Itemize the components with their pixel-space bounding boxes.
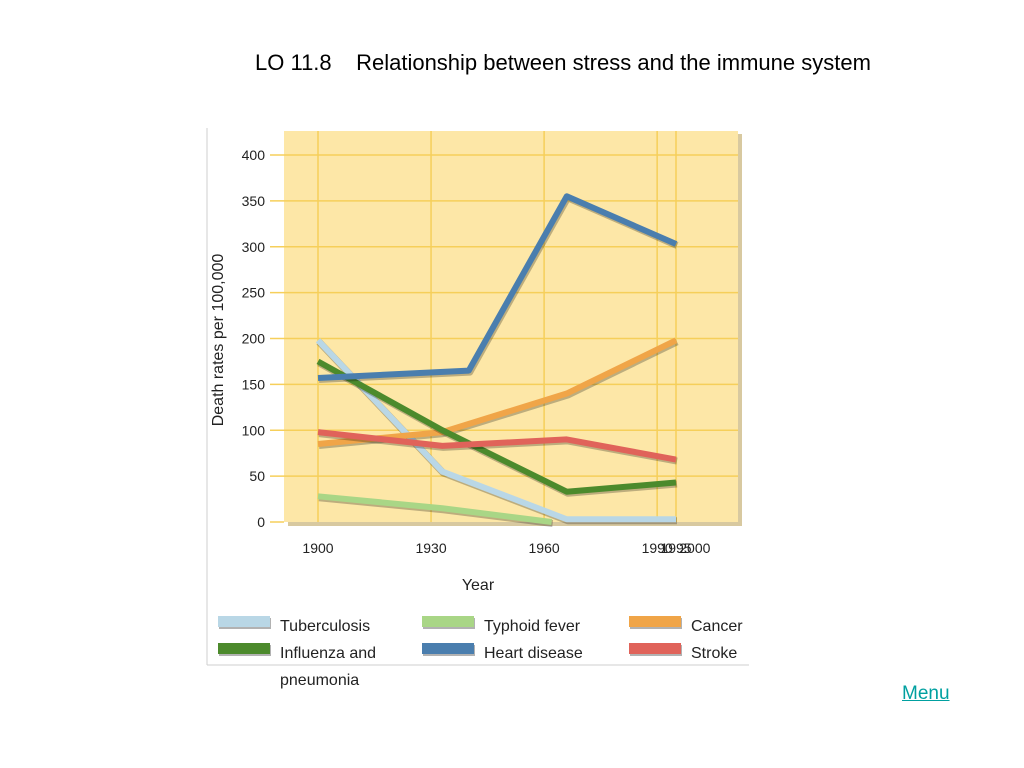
y-tick-label-50: 50 bbox=[249, 468, 265, 484]
y-tick-label-0: 0 bbox=[257, 514, 265, 530]
legend-label-influenza-and-pneumonia: Influenza and bbox=[280, 645, 376, 662]
x-tick-label-1900: 1900 bbox=[302, 540, 333, 556]
series-line-tuberculosis bbox=[315, 338, 676, 523]
x-tick-label-1995: 1995 bbox=[660, 540, 691, 556]
legend: Tuberculosis Typhoid fever Cancer Influenza… bbox=[218, 616, 743, 689]
legend-label-heart-disease: Heart disease bbox=[484, 645, 583, 662]
y-tick-label-150: 150 bbox=[242, 376, 266, 392]
grid-lines bbox=[284, 131, 738, 522]
legend-swatch-stroke bbox=[629, 643, 681, 654]
series-lines bbox=[315, 193, 679, 527]
legend-label-stroke: Stroke bbox=[691, 645, 737, 662]
x-tick-label-2000: 2000 bbox=[679, 540, 710, 556]
legend-swatch-influenza-and-pneumonia bbox=[218, 643, 270, 654]
y-tick-label-350: 350 bbox=[242, 193, 266, 209]
y-tick-label-100: 100 bbox=[242, 422, 266, 438]
legend-swatch-heart-disease bbox=[422, 643, 474, 654]
x-tick-label-1930: 1930 bbox=[415, 540, 446, 556]
y-tick-label-200: 200 bbox=[242, 331, 266, 347]
legend-swatch-tuberculosis bbox=[218, 616, 270, 627]
x-axis-title: Year bbox=[462, 577, 495, 594]
y-tick-label-300: 300 bbox=[242, 239, 266, 255]
series-line-heart-disease bbox=[317, 193, 678, 381]
y-tick-label-250: 250 bbox=[242, 285, 266, 301]
series-line-influenza-and-pneumonia bbox=[316, 358, 677, 495]
x-tick-label-1960: 1960 bbox=[529, 540, 560, 556]
series-line-stroke bbox=[317, 429, 677, 463]
series-line-typhoid-fever bbox=[317, 493, 553, 525]
legend-label-influenza-and-pneumonia-line2: pneumonia bbox=[280, 672, 359, 689]
slide-title: LO 11.8 Relationship between stress and … bbox=[255, 50, 871, 75]
y-tick-label-400: 400 bbox=[242, 147, 266, 163]
legend-label-cancer: Cancer bbox=[691, 618, 743, 635]
x-tick-label-1990: 1990 bbox=[642, 540, 673, 556]
y-axis-title: Death rates per 100,000 bbox=[210, 254, 227, 427]
menu-link[interactable]: Menu bbox=[902, 683, 950, 704]
y-tick-labels: 0 50 100 150 200 250 300 350 400 bbox=[242, 147, 284, 530]
legend-label-typhoid-fever: Typhoid fever bbox=[484, 618, 581, 635]
legend-swatch-typhoid-fever bbox=[422, 616, 474, 627]
legend-label-tuberculosis: Tuberculosis bbox=[280, 618, 370, 635]
legend-swatch-cancer bbox=[629, 616, 681, 627]
